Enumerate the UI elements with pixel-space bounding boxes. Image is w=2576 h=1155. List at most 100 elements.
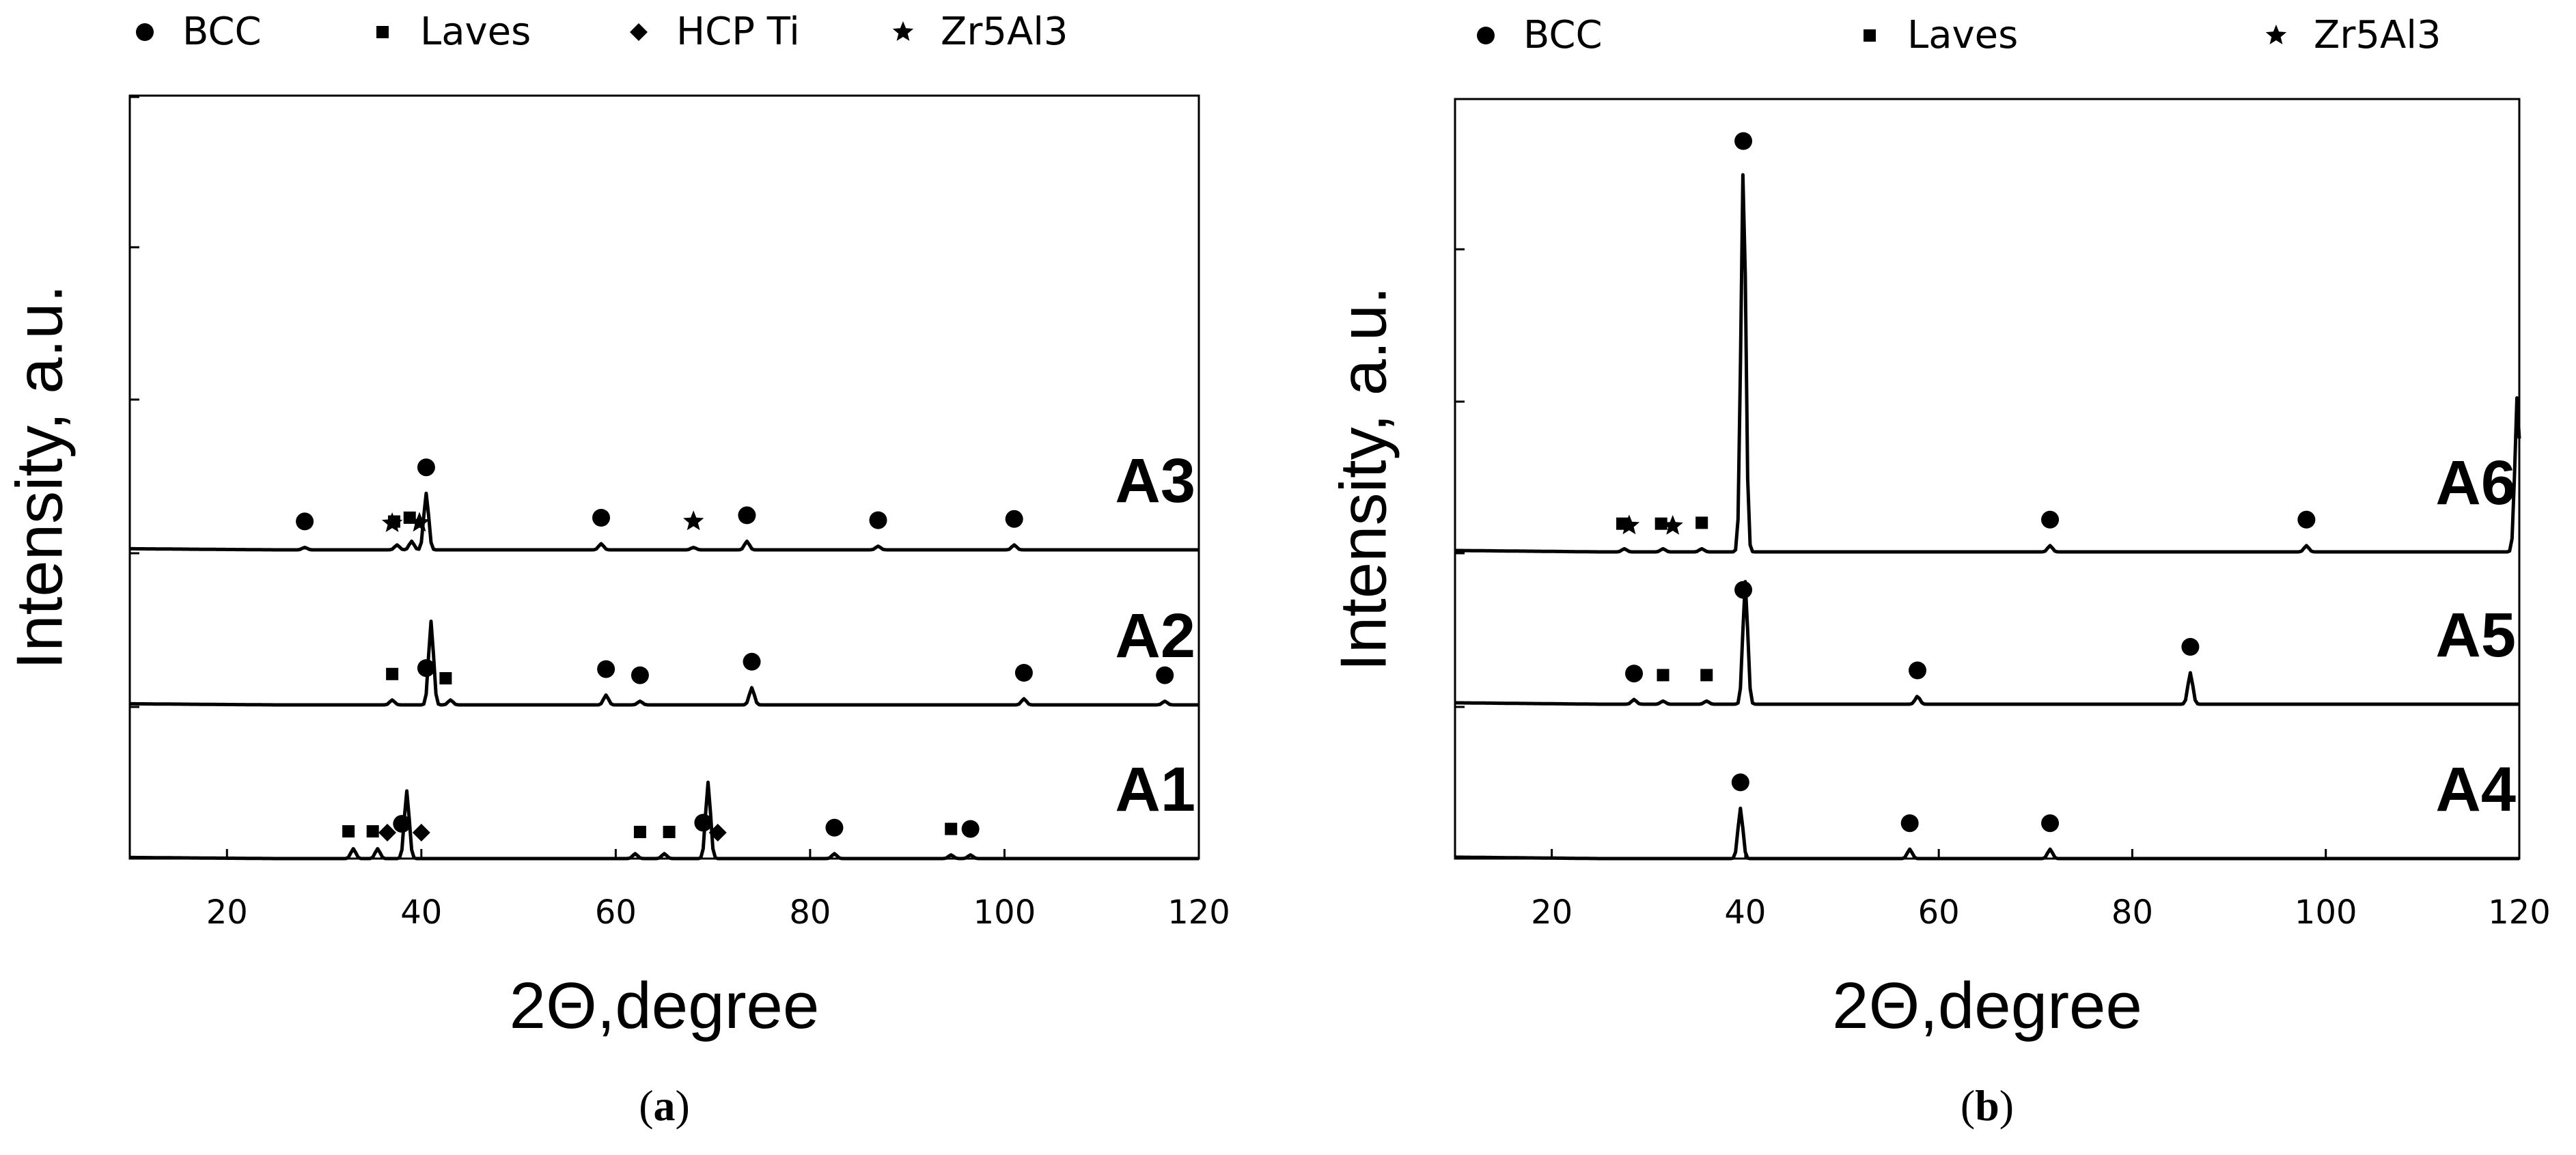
series-trace xyxy=(130,780,1199,861)
sample-label: A1 xyxy=(1115,755,1195,824)
x-tick-label: 60 xyxy=(1918,893,1960,932)
series-a5: A5 xyxy=(1454,580,2519,706)
legend-circle-icon xyxy=(136,23,154,41)
x-tick-label: 40 xyxy=(400,893,442,932)
x-tick-label: 20 xyxy=(1531,893,1573,932)
sample-label: A3 xyxy=(1115,446,1195,516)
peak-star-marker xyxy=(683,510,704,531)
peak-square-marker xyxy=(387,515,400,528)
legend-star-icon xyxy=(2265,25,2287,44)
y-axis-title: Intensity, a.u. xyxy=(1327,286,1400,671)
legend-label: BCC xyxy=(182,10,262,54)
x-tick-label: 60 xyxy=(595,893,637,932)
legend-diamond-icon xyxy=(630,23,648,41)
peak-circle-marker xyxy=(1734,132,1753,150)
peak-circle-marker xyxy=(1909,661,1927,680)
x-tick-label: 80 xyxy=(2111,893,2153,932)
series-trace xyxy=(130,491,1199,552)
legend-circle-icon xyxy=(1477,27,1495,44)
y-axis-title: Intensity, a.u. xyxy=(3,285,76,670)
peak-square-marker xyxy=(366,825,379,838)
peak-circle-marker xyxy=(743,652,761,671)
legend-label: Zr5Al3 xyxy=(2314,13,2441,57)
peak-circle-marker xyxy=(296,512,314,531)
peak-circle-marker xyxy=(1005,510,1023,528)
peak-circle-marker xyxy=(2041,510,2060,529)
peak-circle-marker xyxy=(1900,814,1919,833)
x-tick-label: 120 xyxy=(1167,893,1230,932)
peak-circle-marker xyxy=(417,458,435,477)
peak-circle-marker xyxy=(1731,773,1749,792)
plot-frame xyxy=(1454,98,2521,860)
series-a6: A6 xyxy=(1454,132,2521,554)
peak-star-marker xyxy=(408,512,430,532)
peak-circle-marker xyxy=(2297,510,2316,529)
peak-circle-marker xyxy=(2041,814,2060,833)
sample-label: A2 xyxy=(1115,601,1195,671)
peak-star-marker xyxy=(1618,514,1640,535)
peak-circle-marker xyxy=(2181,638,2200,656)
legend-label: Zr5Al3 xyxy=(941,10,1068,54)
x-axis-title: 2Θ,degree xyxy=(510,969,820,1042)
peak-square-marker xyxy=(1654,517,1667,530)
peak-circle-marker xyxy=(1625,665,1644,683)
series-trace xyxy=(130,620,1199,707)
peak-square-marker xyxy=(945,822,958,835)
x-tick-label: 20 xyxy=(206,893,248,932)
x-tick-label: 80 xyxy=(789,893,831,932)
peak-star-marker xyxy=(1662,515,1683,535)
x-tick-label: 40 xyxy=(1724,893,1766,932)
peak-circle-marker xyxy=(1014,664,1033,682)
peak-diamond-marker xyxy=(412,824,430,841)
x-axis-title: 2Θ,degree xyxy=(1832,969,2142,1042)
peak-circle-marker xyxy=(417,659,435,678)
peak-circle-marker xyxy=(825,818,844,837)
peak-circle-marker xyxy=(1734,581,1753,599)
peak-circle-marker xyxy=(631,666,649,684)
peak-diamond-marker xyxy=(378,823,397,841)
series-a2: A2 xyxy=(130,601,1199,707)
peak-circle-marker xyxy=(961,820,980,838)
peak-circle-marker xyxy=(592,509,611,527)
peak-square-marker xyxy=(1695,516,1708,529)
series-trace xyxy=(1454,806,2519,861)
plot-frame xyxy=(128,94,1200,860)
peak-circle-marker xyxy=(694,813,712,832)
peak-circle-marker xyxy=(869,511,887,529)
series-a3: A3 xyxy=(130,446,1199,552)
legend-label: BCC xyxy=(1523,13,1603,57)
legend-star-icon xyxy=(892,21,914,41)
peak-square-marker xyxy=(342,825,355,838)
panel-caption: (b) xyxy=(1961,1081,2014,1130)
legend-square-icon xyxy=(1864,29,1876,42)
peak-circle-marker xyxy=(1156,666,1174,684)
series-a4: A4 xyxy=(1454,755,2519,861)
legend-label: Laves xyxy=(1907,13,2018,57)
sample-label: A5 xyxy=(2435,600,2516,670)
panel-b: BCC Laves Zr5Al3 20 40 60 80 100 120 2Θ,degree Int… xyxy=(1327,13,2550,1130)
legend-label: HCP Ti xyxy=(676,10,800,54)
panel-a: BCC Laves HCP Ti Zr5Al3 20 40 60 80 100 120 2Θ,deg… xyxy=(3,10,1230,1130)
peak-circle-marker xyxy=(597,660,615,678)
peak-square-marker xyxy=(1657,669,1670,682)
x-tick-label: 120 xyxy=(2488,893,2551,932)
legend-label: Laves xyxy=(420,10,531,54)
sample-label: A6 xyxy=(2435,448,2516,518)
peak-square-marker xyxy=(663,826,676,839)
series-a1: A1 xyxy=(130,755,1199,861)
peak-diamond-marker xyxy=(708,823,727,841)
peak-square-marker xyxy=(386,667,399,680)
peak-circle-marker xyxy=(393,815,411,833)
series-trace xyxy=(1454,580,2519,706)
x-tick-label: 100 xyxy=(973,893,1036,932)
panel-caption: (a) xyxy=(639,1081,690,1130)
x-tick-label: 100 xyxy=(2295,893,2357,932)
peak-square-marker xyxy=(1700,669,1713,682)
legend-square-icon xyxy=(376,26,389,38)
peak-square-marker xyxy=(439,672,452,685)
series-trace xyxy=(1454,173,2521,554)
peak-circle-marker xyxy=(738,506,756,525)
sample-label: A4 xyxy=(2435,755,2516,824)
peak-square-marker xyxy=(633,826,646,839)
